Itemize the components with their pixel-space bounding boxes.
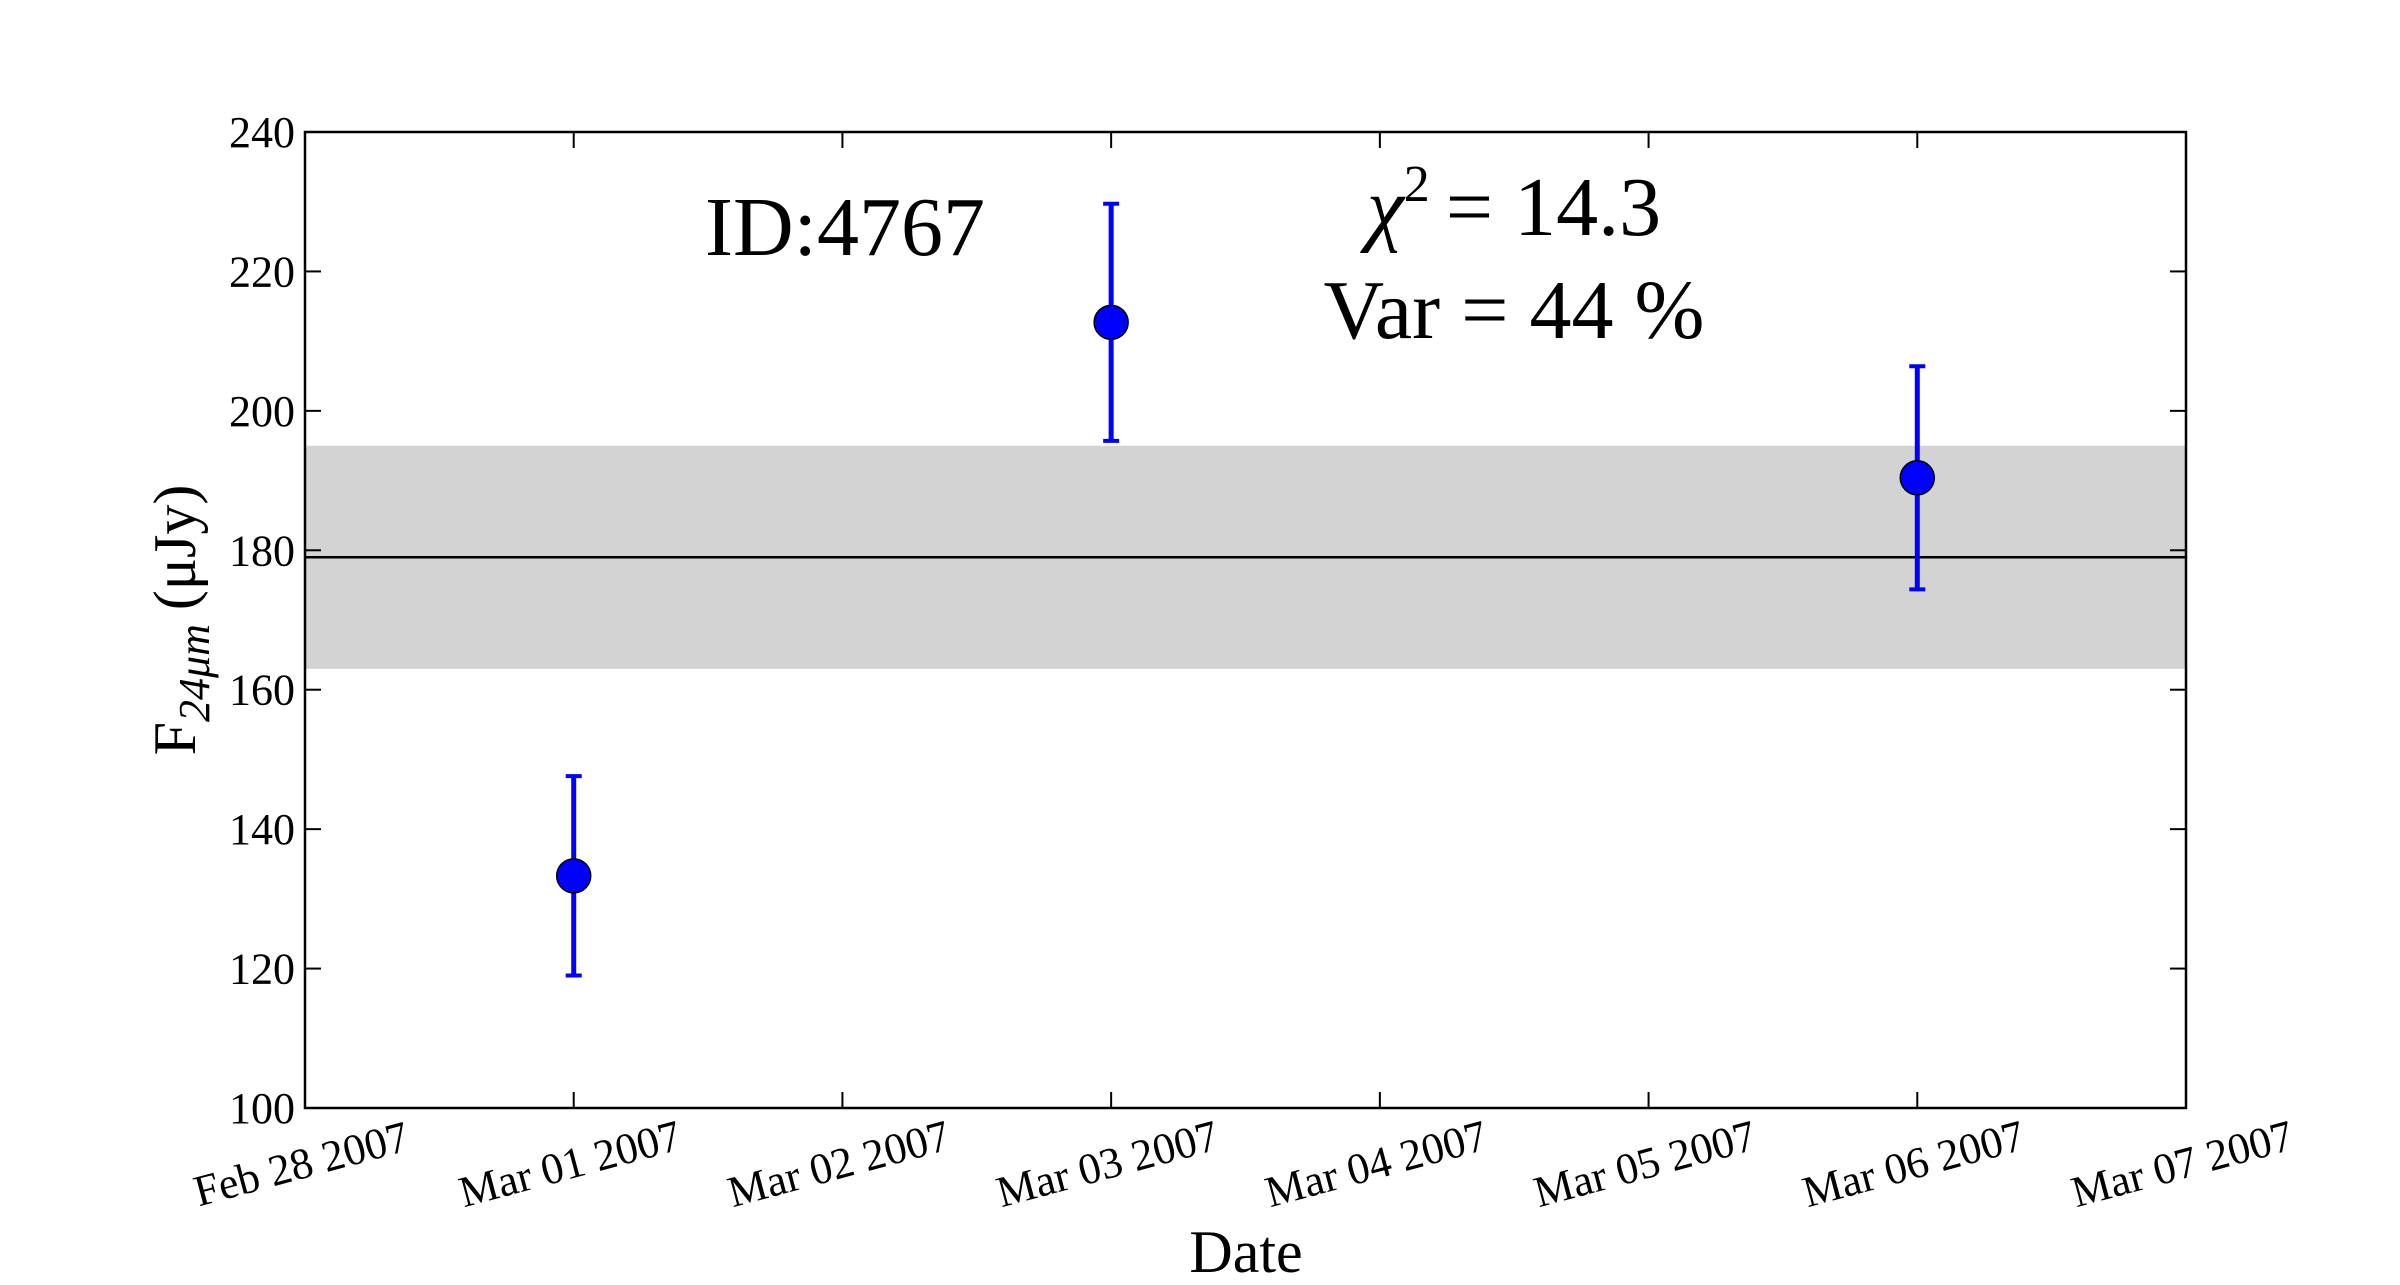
x-tick-label: Mar 05 2007 xyxy=(1529,1111,1761,1217)
data-point xyxy=(555,858,592,894)
y-axis-label: F24μm (μJy) xyxy=(142,485,219,756)
axes-frame xyxy=(303,130,2188,1110)
var-annotation: Var = 44 % xyxy=(1324,264,1705,357)
y-tick-label: 180 xyxy=(229,526,295,575)
y-tick-label: 200 xyxy=(229,387,295,436)
x-tick-label: Mar 02 2007 xyxy=(723,1111,955,1217)
y-tick-label: 160 xyxy=(229,666,295,715)
chi2-power: 2 xyxy=(1404,156,1430,213)
data-point xyxy=(1093,304,1129,341)
y-label-unit: (μJy) xyxy=(142,485,208,610)
chi2-symbol: χ xyxy=(1360,161,1406,254)
x-tick-label: Mar 07 2007 xyxy=(2066,1111,2298,1217)
data-point xyxy=(1899,460,1936,496)
chi2-value: = 14.3 xyxy=(1446,161,1661,254)
x-tick-label: Feb 28 2007 xyxy=(189,1112,414,1216)
x-axis-label: Date xyxy=(1189,1219,1302,1285)
y-tick-label: 140 xyxy=(229,805,295,854)
x-tick-label: Mar 06 2007 xyxy=(1797,1111,2029,1217)
x-tick-label: Mar 03 2007 xyxy=(991,1111,1223,1217)
y-tick-label: 220 xyxy=(229,247,295,296)
y-tick-label: 240 xyxy=(229,108,295,157)
y-label-sub: 24μm xyxy=(170,624,219,722)
x-tick-label: Mar 04 2007 xyxy=(1260,1111,1492,1217)
x-tick-label: Mar 01 2007 xyxy=(454,1111,686,1217)
y-tick-label: 120 xyxy=(229,945,295,994)
y-label-main: F xyxy=(142,722,208,755)
y-tick-label: 100 xyxy=(229,1084,295,1133)
chi2-annotation: χ2 = 14.3 xyxy=(1360,156,1661,254)
id-annotation: ID:4767 xyxy=(705,181,985,274)
